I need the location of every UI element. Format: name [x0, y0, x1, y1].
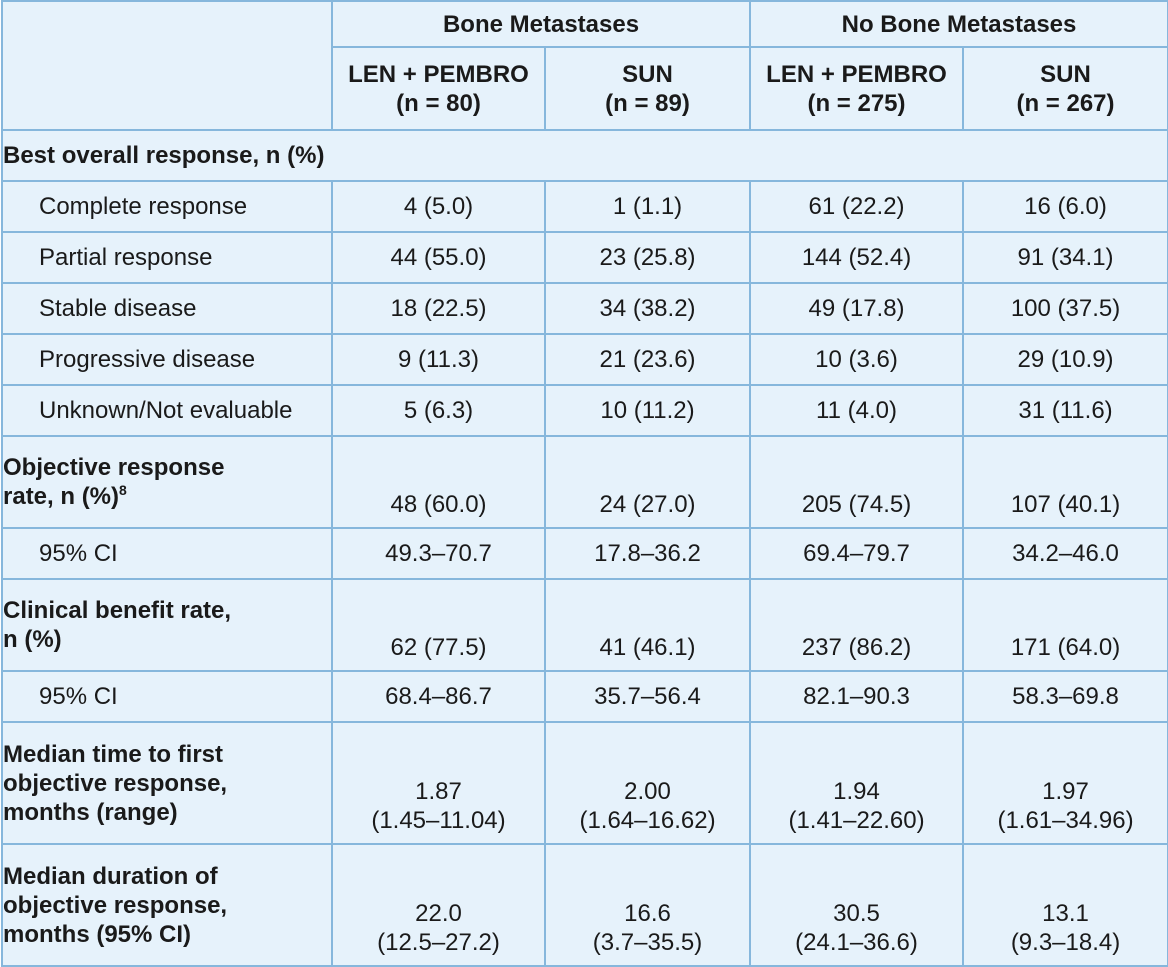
table-cell: 1.87 (1.45–11.04) [331, 721, 546, 845]
table-cell: 23 (25.8) [543, 231, 752, 284]
arm-label: LEN + PEMBRO [348, 60, 529, 88]
table-cell: 13.1 (9.3–18.4) [962, 843, 1168, 967]
table-cell: 68.4–86.7 [331, 670, 546, 723]
table-cell: 31 (11.6) [962, 384, 1168, 437]
row-label: Unknown/Not evaluable [1, 384, 333, 437]
header-blank-cell [1, 0, 333, 131]
table-cell: 49.3–70.7 [331, 527, 546, 580]
table-cell: 237 (86.2) [749, 578, 965, 672]
table-row: Median duration of objective response, m… [1, 843, 1168, 967]
table-cell: 29 (10.9) [962, 333, 1168, 386]
table-cell: 91 (34.1) [962, 231, 1168, 284]
table-cell: 1 (1.1) [543, 180, 752, 233]
header-row-groups: Bone Metastases No Bone Metastases [1, 0, 1168, 131]
cell-text: 1.94 (1.41–22.60) [788, 778, 925, 834]
arm-n: (n = 267) [1016, 89, 1115, 117]
row-label: 95% CI [1, 527, 333, 580]
table-row: 95% CI 68.4–86.7 35.7–56.4 82.1–90.3 58.… [1, 670, 1168, 723]
table-cell: 48 (60.0) [331, 435, 546, 529]
table-cell: 16 (6.0) [962, 180, 1168, 233]
table-row: Clinical benefit rate, n (%) 62 (77.5) 4… [1, 578, 1168, 672]
table-cell: 11 (4.0) [749, 384, 965, 437]
table-row: Complete response 4 (5.0) 1 (1.1) 61 (22… [1, 180, 1168, 233]
column-header: SUN (n = 89) [543, 46, 752, 131]
section-label-best-overall: Best overall response, n (%) [0, 129, 1168, 182]
row-label: Partial response [1, 231, 333, 284]
table-row: 95% CI 49.3–70.7 17.8–36.2 69.4–79.7 34.… [1, 527, 1168, 580]
column-header: SUN (n = 267) [962, 46, 1168, 131]
table-cell: 1.94 (1.41–22.60) [749, 721, 965, 845]
cell-text: 16.6 (3.7–35.5) [592, 900, 703, 956]
table-row: Objective response rate, n (%)8 48 (60.0… [1, 435, 1168, 529]
cell-text: 22.0 (12.5–27.2) [377, 900, 500, 956]
table-cell: 16.6 (3.7–35.5) [543, 843, 752, 967]
arm-n: (n = 89) [605, 89, 690, 117]
table-cell: 41 (46.1) [543, 578, 752, 672]
table-cell: 22.0 (12.5–27.2) [331, 843, 546, 967]
arm-n: (n = 275) [807, 89, 906, 117]
table-cell: 1.97 (1.61–34.96) [962, 721, 1168, 845]
table-row: Partial response 44 (55.0) 23 (25.8) 144… [1, 231, 1168, 284]
cell-text: 1.87 (1.45–11.04) [371, 778, 506, 834]
row-label: Objective response rate, n (%)8 [1, 435, 333, 529]
arm-label: SUN [1040, 60, 1091, 88]
arm-label: LEN + PEMBRO [766, 60, 947, 88]
table-cell: 30.5 (24.1–36.6) [749, 843, 965, 967]
row-label: Clinical benefit rate, n (%) [1, 578, 333, 672]
table-cell: 34 (38.2) [543, 282, 752, 335]
table-cell: 34.2–46.0 [962, 527, 1168, 580]
row-label: Stable disease [1, 282, 333, 335]
table-cell: 5 (6.3) [331, 384, 546, 437]
column-header: LEN + PEMBRO (n = 80) [331, 46, 546, 131]
group-header-no-bone: No Bone Metastases [749, 0, 1168, 48]
arm-n: (n = 80) [396, 89, 481, 117]
column-header: LEN + PEMBRO (n = 275) [749, 46, 965, 131]
table-cell: 58.3–69.8 [962, 670, 1168, 723]
arm-label: SUN [622, 60, 673, 88]
orr-label: Objective response rate, n (%) [3, 454, 225, 510]
row-label: Complete response [1, 180, 333, 233]
table-cell: 61 (22.2) [749, 180, 965, 233]
table-cell: 144 (52.4) [749, 231, 965, 284]
table-cell: 10 (11.2) [543, 384, 752, 437]
table-cell: 17.8–36.2 [543, 527, 752, 580]
table-cell: 205 (74.5) [749, 435, 965, 529]
cell-text: 2.00 (1.64–16.62) [579, 778, 716, 834]
table-cell: 62 (77.5) [331, 578, 546, 672]
table-cell: 69.4–79.7 [749, 527, 965, 580]
cell-text: 13.1 (9.3–18.4) [1010, 900, 1121, 956]
row-label: 95% CI [1, 670, 333, 723]
footnote-marker: 8 [119, 482, 127, 498]
table-cell: 44 (55.0) [331, 231, 546, 284]
table-cell: 171 (64.0) [962, 578, 1168, 672]
table-cell: 21 (23.6) [543, 333, 752, 386]
cell-text: 30.5 (24.1–36.6) [795, 900, 918, 956]
group-header-bone: Bone Metastases [330, 0, 752, 48]
row-label: Median time to first objective response,… [1, 721, 333, 845]
cbr-label: Clinical benefit rate, n (%) [3, 597, 232, 653]
table-row: Progressive disease 9 (11.3) 21 (23.6) 1… [1, 333, 1168, 386]
table-row: Median time to first objective response,… [1, 721, 1168, 845]
table-cell: 2.00 (1.64–16.62) [543, 721, 752, 845]
table-row: Stable disease 18 (22.5) 34 (38.2) 49 (1… [1, 282, 1168, 335]
table-cell: 82.1–90.3 [749, 670, 965, 723]
table-cell: 24 (27.0) [543, 435, 752, 529]
table-cell: 9 (11.3) [331, 333, 546, 386]
table-cell: 35.7–56.4 [543, 670, 752, 723]
table-row: Unknown/Not evaluable 5 (6.3) 10 (11.2) … [1, 384, 1168, 437]
header-row-arms: LEN + PEMBRO (n = 80) SUN (n = 89) LEN + P… [2, 46, 1168, 131]
row-label: Median duration of objective response, m… [1, 843, 333, 967]
ttr-label: Median time to first objective response,… [3, 740, 228, 826]
table-cell: 18 (22.5) [331, 282, 546, 335]
row-label: Progressive disease [1, 333, 333, 386]
table-row: Best overall response, n (%) [0, 129, 1168, 182]
dor-label: Median duration of objective response, m… [3, 862, 228, 948]
table-cell: 107 (40.1) [962, 435, 1168, 529]
table-cell: 49 (17.8) [749, 282, 965, 335]
table-cell: 100 (37.5) [962, 282, 1168, 335]
cell-text: 1.97 (1.61–34.96) [997, 778, 1134, 834]
table-cell: 4 (5.0) [331, 180, 546, 233]
table-cell: 10 (3.6) [749, 333, 965, 386]
